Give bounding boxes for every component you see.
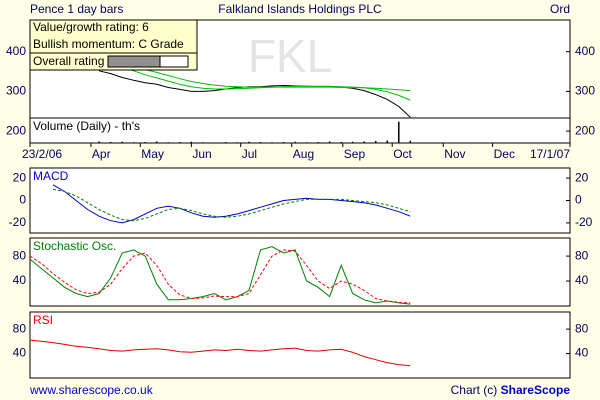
volume-bar	[386, 140, 389, 143]
panel-label: Stochastic Osc.	[33, 239, 116, 253]
x-tick-label: Jun	[192, 147, 211, 161]
panel-label: RSI	[33, 313, 53, 327]
volume-bar	[398, 121, 400, 143]
footer-link[interactable]: www.sharescope.co.uk	[29, 383, 154, 397]
y-tick-label-right: 300	[575, 84, 595, 98]
x-tick-label: May	[141, 147, 164, 161]
footer-credit: Chart (c) ShareScope	[451, 383, 571, 397]
volume-bar	[259, 142, 262, 143]
volume-bar	[144, 142, 146, 143]
panel-label: Volume (Daily) - th's	[33, 119, 140, 133]
y-tick-label: 0	[19, 193, 26, 207]
volume-bar	[363, 141, 365, 143]
panel-label: MACD	[33, 169, 69, 183]
y-tick-label-right: 400	[575, 44, 595, 58]
y-tick-label-right: 80	[575, 321, 589, 335]
series-line	[52, 184, 411, 224]
volume-bar	[317, 142, 319, 143]
volume-bar	[109, 142, 112, 143]
volume-bar	[351, 141, 354, 143]
x-tick-label: Sep	[344, 147, 366, 161]
series-line	[29, 339, 411, 367]
volume-bar	[409, 140, 412, 143]
volume-bar	[121, 141, 123, 143]
y-tick-label: -20	[9, 215, 27, 229]
credit-brand: ShareScope	[501, 383, 571, 397]
x-tick-label: Aug	[293, 147, 314, 161]
volume-bar	[374, 141, 377, 143]
volume-bar	[156, 141, 158, 143]
rsi-panel	[29, 311, 571, 379]
y-tick-label: 40	[13, 273, 27, 287]
series-line	[29, 246, 411, 305]
volume-bar	[167, 142, 170, 143]
info-line: Value/growth rating: 6	[33, 20, 149, 34]
credit-prefix: Chart (c)	[451, 383, 501, 397]
x-tick-label: 17/1/07	[530, 147, 570, 161]
volume-bar	[98, 141, 100, 143]
volume-bar	[179, 142, 181, 143]
y-tick-label-right: 80	[575, 248, 589, 262]
volume-bar	[248, 141, 250, 143]
volume-bar	[225, 142, 227, 143]
volume-bar	[340, 142, 342, 143]
x-tick-label: Apr	[92, 147, 111, 161]
x-tick-label: Nov	[444, 147, 465, 161]
header-left: Pence 1 day bars	[30, 2, 123, 16]
x-tick-label: Oct	[393, 147, 412, 161]
series-line	[29, 249, 411, 304]
volume-bar	[282, 142, 285, 143]
volume-bar	[132, 142, 135, 143]
y-tick-label-right: -20	[575, 215, 593, 229]
x-tick-label: Dec	[494, 147, 515, 161]
y-tick-label: 200	[6, 123, 26, 137]
info-line: Overall rating	[33, 54, 104, 68]
y-tick-label: 300	[6, 84, 26, 98]
y-tick-label-right: 40	[575, 273, 589, 287]
volume-bar	[328, 141, 331, 143]
info-line: Bullish momentum: C Grade	[33, 37, 184, 51]
y-tick-label-right: 200	[575, 123, 595, 137]
watermark: FKL	[248, 30, 332, 82]
header-right: Ord	[550, 2, 570, 16]
volume-bar	[305, 142, 308, 143]
volume-bar	[190, 141, 193, 143]
y-tick-label: 400	[6, 44, 26, 58]
volume-bar	[271, 142, 273, 143]
y-tick-label-right: 0	[575, 193, 582, 207]
x-tick-label: 23/2/06	[22, 147, 62, 161]
macd-panel	[29, 167, 571, 234]
y-tick-label: 80	[13, 248, 27, 262]
y-tick-label-right: 20	[575, 170, 589, 184]
volume-bar	[202, 142, 204, 143]
chart-title: Falkland Islands Holdings PLC	[218, 2, 382, 16]
rating-fill	[107, 55, 161, 68]
x-tick-label: Jul	[242, 147, 257, 161]
y-tick-label-right: 40	[575, 346, 589, 360]
series-line	[52, 188, 411, 222]
y-tick-label: 80	[13, 321, 27, 335]
series-line	[99, 61, 411, 92]
volume-bar	[294, 141, 296, 143]
volume-bar	[213, 142, 216, 143]
y-tick-label: 20	[13, 170, 27, 184]
y-tick-label: 40	[13, 346, 27, 360]
volume-bar	[236, 142, 239, 143]
